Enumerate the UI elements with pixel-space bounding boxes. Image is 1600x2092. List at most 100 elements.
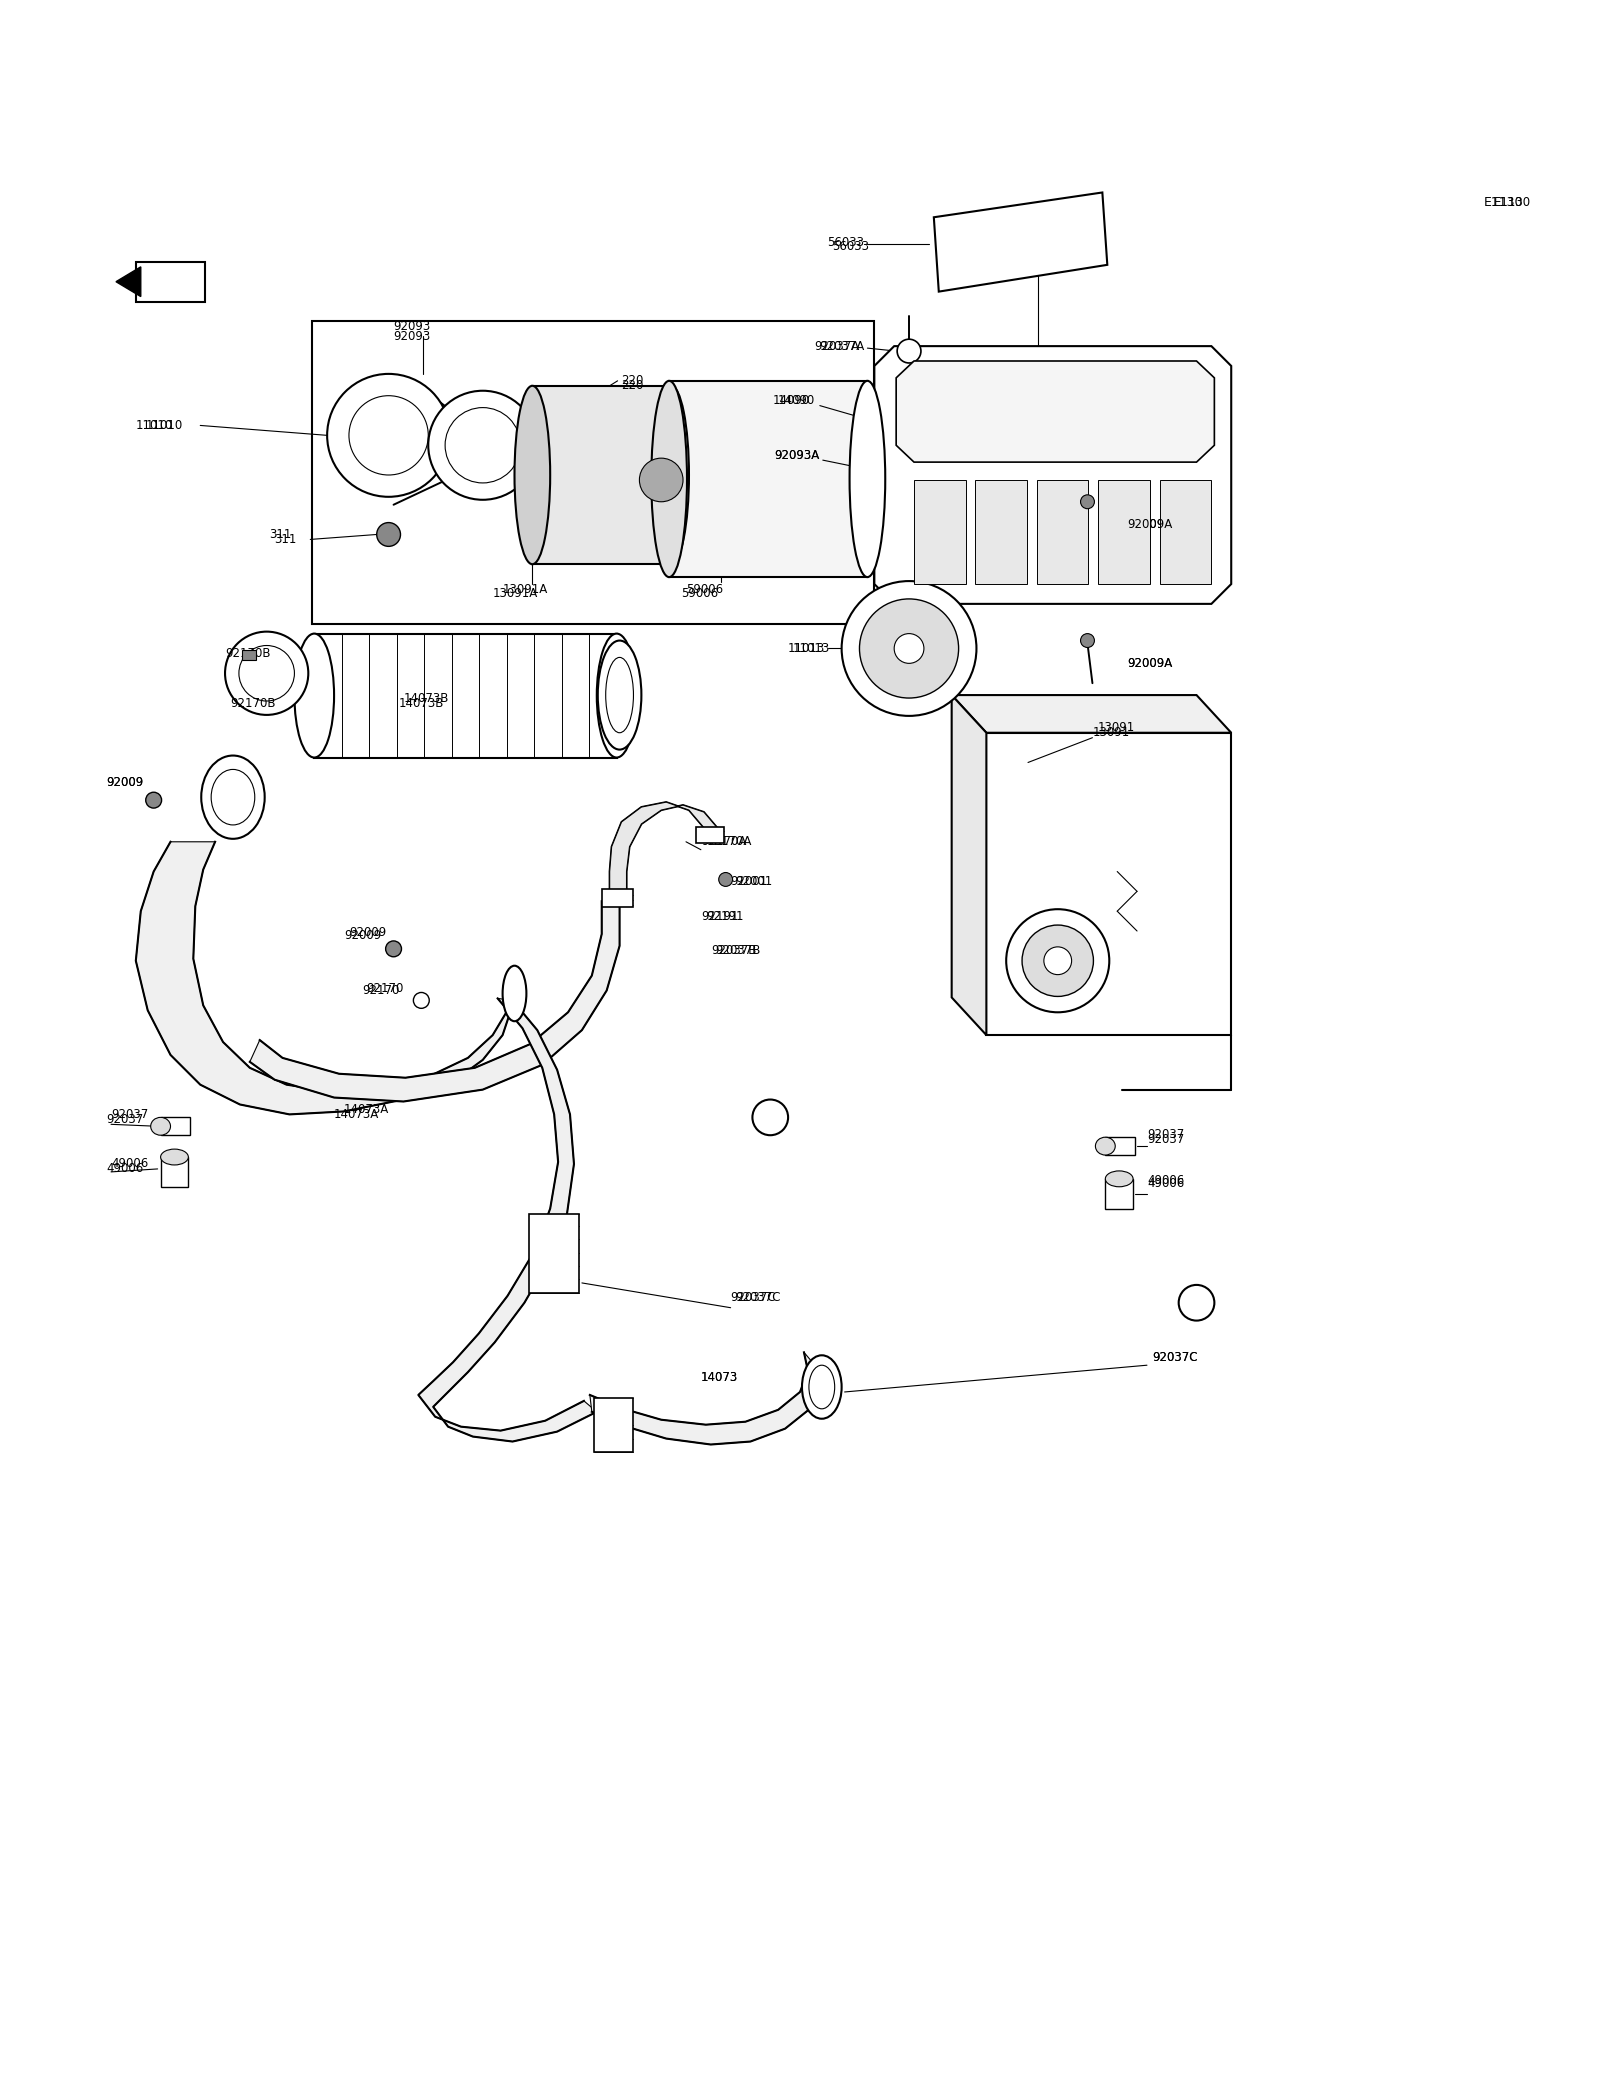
Text: 92037: 92037 [1147,1132,1184,1146]
Text: 92001: 92001 [731,874,768,887]
Circle shape [1043,948,1072,975]
Polygon shape [610,801,720,902]
Text: A: A [1192,1297,1202,1310]
Text: 92170A: 92170A [706,835,750,847]
Bar [602,889,634,908]
Text: 56033: 56033 [832,241,869,253]
Text: 49006: 49006 [1147,1178,1184,1190]
Bar [1106,1138,1134,1155]
Text: E1130: E1130 [1485,197,1523,209]
Text: 14073: 14073 [701,1370,738,1383]
Text: 11013: 11013 [792,642,830,655]
Text: 92009A: 92009A [1126,657,1173,669]
Text: 14073A: 14073A [334,1109,379,1121]
Ellipse shape [651,381,686,577]
Circle shape [386,941,402,956]
Text: 92037: 92037 [110,1109,149,1121]
Polygon shape [136,841,515,1115]
Text: 49006: 49006 [106,1163,144,1176]
Circle shape [859,598,958,699]
Ellipse shape [150,1117,171,1136]
Polygon shape [874,345,1232,605]
Bar [530,1213,579,1293]
Ellipse shape [202,755,264,839]
Text: 92093A: 92093A [774,448,819,462]
Text: 220: 220 [621,374,643,387]
Text: 92009: 92009 [106,776,144,789]
Polygon shape [952,695,986,1036]
Polygon shape [934,192,1107,291]
Bar [696,826,723,843]
Text: 92093: 92093 [394,331,430,343]
Text: 92009A: 92009A [1126,519,1173,531]
Text: 92170B: 92170B [230,697,275,709]
Text: 14090: 14090 [773,393,810,408]
Text: 92037C: 92037C [1152,1351,1197,1364]
Text: 13091A: 13091A [502,582,547,596]
Ellipse shape [597,634,637,757]
Ellipse shape [850,381,885,577]
Text: 92009: 92009 [106,776,144,789]
Circle shape [146,793,162,808]
Text: 220: 220 [621,379,643,393]
Circle shape [413,992,429,1008]
Circle shape [326,374,450,496]
Text: 14090: 14090 [778,393,814,408]
Text: 49006: 49006 [110,1157,149,1169]
Ellipse shape [429,391,538,500]
Ellipse shape [160,1149,189,1165]
Bar [314,634,616,757]
Circle shape [898,339,922,364]
Text: E1130: E1130 [1494,197,1531,209]
Text: 59006: 59006 [686,582,723,596]
Bar [312,322,874,623]
Circle shape [1006,910,1109,1013]
Ellipse shape [1106,1172,1133,1186]
Polygon shape [952,695,1232,732]
Polygon shape [115,268,141,297]
Text: 92191: 92191 [701,910,738,923]
Text: A: A [765,1111,774,1123]
Text: 11010: 11010 [136,418,173,431]
Bar [1098,479,1150,584]
Circle shape [376,523,400,546]
Circle shape [226,632,309,715]
Ellipse shape [598,640,642,749]
Text: 14073: 14073 [701,1370,738,1383]
Ellipse shape [502,967,526,1021]
Polygon shape [590,1351,819,1443]
Bar [914,479,965,584]
Text: 311: 311 [270,527,293,542]
Text: 92093: 92093 [394,320,430,333]
Text: 92170A: 92170A [701,835,746,847]
Ellipse shape [445,408,520,483]
Bar [1160,479,1211,584]
Text: A: A [1192,1297,1200,1310]
Text: 92009A: 92009A [1126,519,1173,531]
Circle shape [1080,634,1094,649]
Text: 13091A: 13091A [493,588,538,600]
Text: 92009: 92009 [344,929,381,943]
Circle shape [640,458,683,502]
Circle shape [842,582,976,715]
Polygon shape [136,262,205,301]
Ellipse shape [515,385,550,565]
Circle shape [894,634,923,663]
Ellipse shape [211,770,254,824]
Circle shape [238,646,294,701]
Text: 92009: 92009 [349,927,386,939]
Bar [976,479,1027,584]
Text: 92037B: 92037B [715,943,762,958]
Circle shape [752,1100,789,1136]
Text: 92170: 92170 [366,981,403,996]
Circle shape [1179,1284,1214,1320]
Text: 92001: 92001 [736,874,773,887]
Text: 92009A: 92009A [1126,657,1173,669]
Text: A: A [771,1111,779,1123]
Text: 14073A: 14073A [344,1102,389,1115]
Text: 14073B: 14073B [403,692,450,705]
Text: 92170: 92170 [362,983,400,998]
Text: 11013: 11013 [787,642,824,655]
Text: 92170B: 92170B [226,646,270,659]
Text: 92037C: 92037C [1152,1351,1197,1364]
